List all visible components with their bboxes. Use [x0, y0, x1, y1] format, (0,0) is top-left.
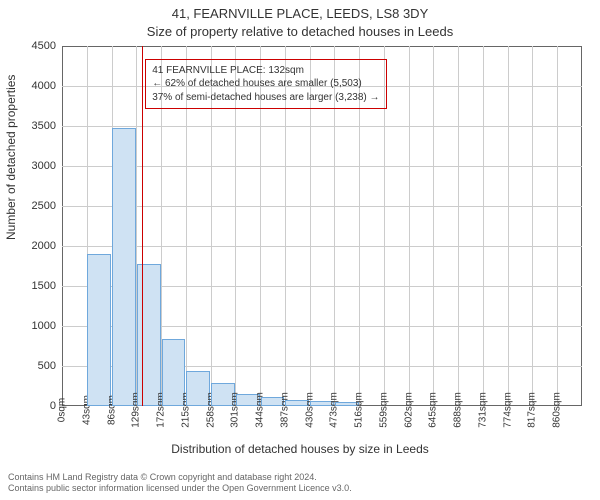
callout-line: 41 FEARNVILLE PLACE: 132sqm: [152, 64, 379, 78]
y-tick-label: 2500: [32, 200, 56, 212]
y-tick-label: 1000: [32, 320, 56, 332]
y-tick-label: 1500: [32, 280, 56, 292]
y-tick-label: 4000: [32, 80, 56, 92]
x-tick-label: 645sqm: [428, 392, 439, 428]
y-tick-label: 0: [50, 400, 56, 412]
chart-title-description: Size of property relative to detached ho…: [0, 24, 600, 39]
x-tick-label: 602sqm: [403, 392, 414, 428]
callout-line: 37% of semi-detached houses are larger (…: [152, 91, 379, 105]
gridline-v: [508, 46, 509, 406]
x-tick-label: 559sqm: [378, 392, 389, 428]
property-marker-line: [142, 46, 143, 406]
y-axis-label: Number of detached properties: [4, 75, 18, 240]
chart-title-address: 41, FEARNVILLE PLACE, LEEDS, LS8 3DY: [0, 6, 600, 21]
histogram-bar: [112, 128, 136, 406]
callout-line: ← 62% of detached houses are smaller (5,…: [152, 77, 379, 91]
property-callout: 41 FEARNVILLE PLACE: 132sqm← 62% of deta…: [145, 59, 386, 110]
gridline-v: [557, 46, 558, 406]
y-tick-label: 500: [38, 360, 56, 372]
x-tick-label: 860sqm: [552, 392, 563, 428]
histogram-bar: [137, 264, 161, 406]
x-tick-label: 430sqm: [304, 392, 315, 428]
x-tick-label: 688sqm: [453, 392, 464, 428]
gridline-v: [532, 46, 533, 406]
x-axis-label: Distribution of detached houses by size …: [0, 442, 600, 456]
gridline-v: [458, 46, 459, 406]
x-tick-label: 731sqm: [477, 392, 488, 428]
chart-plot-area: 0500100015002000250030003500400045000sqm…: [62, 46, 582, 406]
gridline-h: [62, 206, 582, 207]
gridline-h: [62, 166, 582, 167]
y-tick-label: 3500: [32, 120, 56, 132]
histogram-bar: [87, 254, 111, 406]
x-tick-label: 774sqm: [502, 392, 513, 428]
footer-line-2: Contains public sector information licen…: [8, 483, 352, 494]
x-tick-label: 0sqm: [57, 398, 68, 422]
gridline-h: [62, 246, 582, 247]
y-tick-label: 4500: [32, 40, 56, 52]
footer-line-1: Contains HM Land Registry data © Crown c…: [8, 472, 352, 483]
y-tick-label: 2000: [32, 240, 56, 252]
y-tick-label: 3000: [32, 160, 56, 172]
x-tick-label: 387sqm: [279, 392, 290, 428]
footer-attribution: Contains HM Land Registry data © Crown c…: [8, 472, 352, 495]
gridline-v: [409, 46, 410, 406]
gridline-v: [433, 46, 434, 406]
x-tick-label: 516sqm: [354, 392, 365, 428]
gridline-v: [483, 46, 484, 406]
x-tick-label: 817sqm: [527, 392, 538, 428]
x-tick-label: 473sqm: [329, 392, 340, 428]
gridline-h: [62, 126, 582, 127]
